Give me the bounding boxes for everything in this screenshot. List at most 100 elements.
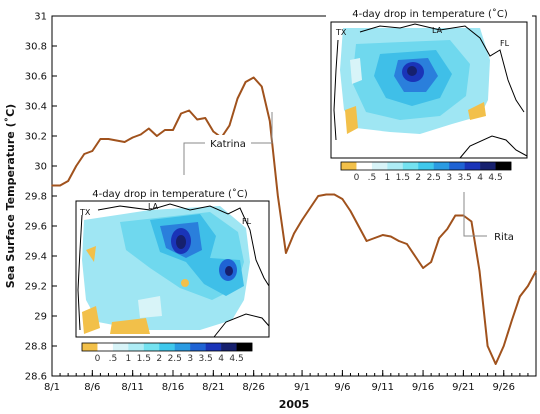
colorbar-swatch bbox=[356, 162, 373, 170]
inset-rita-fl-label: FL bbox=[500, 39, 510, 48]
data-point bbox=[414, 255, 416, 257]
data-point bbox=[422, 267, 424, 269]
data-point bbox=[390, 235, 392, 238]
inset-rita-tx-label: TX bbox=[335, 28, 347, 37]
colorbar-swatch bbox=[236, 343, 253, 351]
colorbar-label: 1 bbox=[384, 173, 390, 183]
data-point bbox=[252, 76, 255, 79]
data-point bbox=[325, 193, 328, 196]
inset-katrina-sst-field bbox=[82, 206, 250, 334]
data-point bbox=[67, 180, 69, 182]
rita-annotation: Rita bbox=[494, 232, 514, 243]
colorbar-swatch bbox=[495, 162, 512, 170]
colorbar-label: 1.5 bbox=[137, 354, 151, 364]
y-tick-label: 30.8 bbox=[25, 42, 47, 53]
data-point bbox=[75, 165, 77, 167]
inset-rita-coastline bbox=[333, 23, 528, 159]
colorbar-swatch bbox=[341, 162, 357, 170]
data-point bbox=[172, 129, 174, 131]
colorbar-label: 4.5 bbox=[229, 354, 243, 364]
data-point bbox=[148, 127, 150, 130]
data-point bbox=[293, 232, 295, 235]
colorbar-swatch bbox=[371, 162, 388, 170]
y-tick-label: 29 bbox=[34, 312, 47, 323]
x-tick-label: 8/1 bbox=[44, 382, 60, 393]
colorbar-label: 2.5 bbox=[168, 354, 182, 364]
x-tick-label: 8/26 bbox=[242, 382, 264, 393]
colorbar-label: 4 bbox=[218, 354, 224, 364]
data-point bbox=[131, 136, 134, 139]
colorbar-swatch bbox=[174, 343, 191, 351]
data-point bbox=[333, 193, 336, 196]
data-point bbox=[123, 141, 126, 143]
colorbar-label: 0 bbox=[95, 354, 101, 364]
inset-katrina-la-label: LA bbox=[148, 202, 159, 211]
data-point bbox=[59, 184, 61, 187]
inset-katrina-colorbar: 0 .5 1 1.5 2 2.5 3 3.5 4 4.5 bbox=[81, 342, 253, 364]
inset-map-katrina: 4-day drop in temperature (˚C) TX LA FL … bbox=[74, 184, 274, 368]
colorbar-label: 0 bbox=[354, 173, 360, 183]
x-tick-label: 8/6 bbox=[84, 382, 100, 393]
data-point bbox=[115, 139, 118, 142]
colorbar-label: 2 bbox=[415, 173, 421, 183]
data-point bbox=[244, 81, 247, 83]
inset-rita-sst-field bbox=[340, 28, 490, 134]
colorbar-label: 4.5 bbox=[488, 173, 502, 183]
colorbar-label: 3.5 bbox=[457, 173, 471, 183]
colorbar-swatch bbox=[221, 343, 237, 351]
data-point bbox=[99, 138, 102, 140]
data-point bbox=[228, 124, 231, 127]
colorbar-swatch bbox=[449, 162, 465, 170]
data-point bbox=[309, 207, 311, 209]
katrina-annotation: Katrina bbox=[210, 139, 246, 150]
data-point bbox=[317, 195, 320, 197]
data-point bbox=[196, 118, 198, 121]
data-point bbox=[454, 214, 457, 217]
colorbar-label: 3 bbox=[446, 173, 452, 183]
data-point bbox=[446, 228, 449, 230]
data-point bbox=[398, 240, 400, 242]
colorbar-swatch bbox=[82, 343, 98, 351]
data-point bbox=[269, 120, 271, 122]
data-point bbox=[494, 363, 497, 365]
y-tick-label: 30 bbox=[34, 162, 47, 173]
x-tick-label: 9/16 bbox=[412, 382, 434, 393]
y-tick-label: 30.4 bbox=[25, 102, 47, 113]
data-point bbox=[91, 150, 94, 152]
y-tick-label: 30.2 bbox=[25, 132, 47, 143]
y-axis: 31 30.8 30.6 30.4 30.2 30 29.8 29.6 29.4 29.2 29 28… bbox=[25, 12, 57, 383]
data-point bbox=[519, 295, 521, 298]
data-point bbox=[341, 198, 344, 200]
inset-katrina-fl-label: FL bbox=[242, 217, 252, 226]
x-tick-label: 9/26 bbox=[492, 382, 514, 393]
colorbar-label: 2.5 bbox=[427, 173, 441, 183]
colorbar-swatch bbox=[480, 162, 496, 170]
colorbar-swatch bbox=[143, 343, 160, 351]
colorbar-swatch bbox=[433, 162, 450, 170]
data-point bbox=[527, 285, 529, 287]
colorbar-label: .5 bbox=[109, 354, 118, 364]
colorbar-label: 1 bbox=[125, 354, 131, 364]
colorbar-label: 3 bbox=[187, 354, 193, 364]
inset-rita-colorbar: 0 .5 1 1.5 2 2.5 3 3.5 4 4.5 bbox=[340, 161, 512, 183]
y-tick-label: 28.8 bbox=[25, 342, 47, 353]
colorbar-swatch bbox=[97, 343, 114, 351]
data-point bbox=[502, 345, 505, 347]
data-point bbox=[277, 195, 279, 197]
y-tick-label: 31 bbox=[34, 12, 47, 23]
data-point bbox=[438, 237, 441, 239]
colorbar-swatch bbox=[128, 343, 145, 351]
data-point bbox=[260, 85, 263, 88]
x-tick-label: 9/1 bbox=[294, 382, 310, 393]
colorbar-swatch bbox=[159, 343, 176, 351]
x-axis: 8/1 8/6 8/11 8/16 8/21 8/26 9/1 9/6 9/11 9/16 9/21… bbox=[44, 370, 537, 393]
data-point bbox=[365, 240, 368, 242]
x-tick-label: 8/11 bbox=[121, 382, 143, 393]
data-point bbox=[212, 130, 215, 133]
y-axis-title: Sea Surface Temperature (˚C) bbox=[4, 104, 17, 288]
data-point bbox=[511, 319, 513, 322]
data-point bbox=[164, 129, 166, 131]
x-axis-title: 2005 bbox=[279, 398, 310, 411]
rita-leader-line bbox=[463, 175, 487, 237]
y-tick-label: 29.8 bbox=[25, 192, 47, 203]
